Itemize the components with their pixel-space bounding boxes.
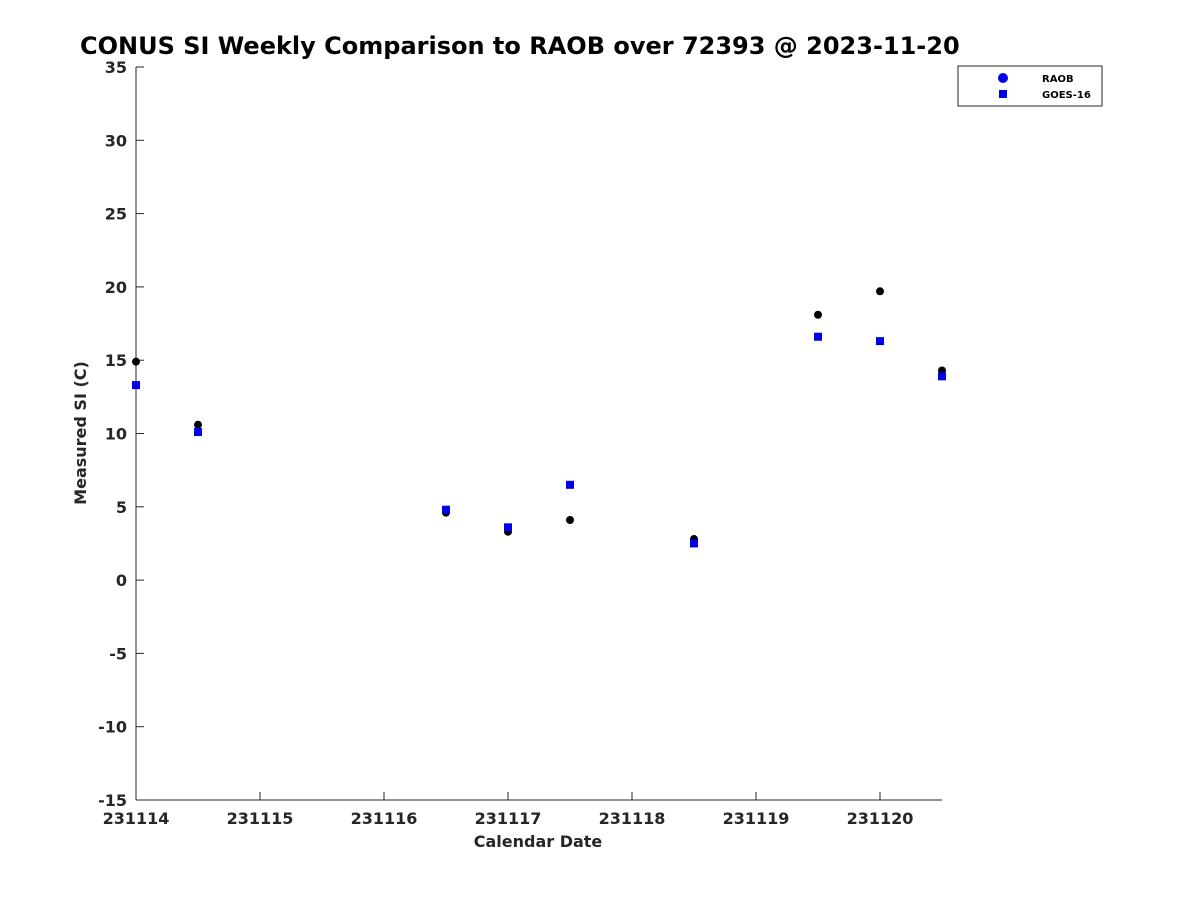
x-tick-label: 231114	[103, 809, 170, 828]
goes-16-point	[814, 332, 822, 341]
y-tick-label: 0	[116, 571, 127, 590]
series-goes-16	[132, 332, 946, 548]
x-tick-label: 231118	[599, 809, 666, 828]
y-axis-ticks: 35 30 25 20 15 10 5 0 -5 -10 -15	[98, 58, 144, 810]
raob-point	[814, 310, 822, 319]
raob-point	[566, 515, 574, 524]
raob-point	[132, 357, 140, 366]
goes-16-point	[442, 505, 450, 514]
axes	[135, 67, 942, 801]
legend-label: RAOB	[1042, 74, 1074, 85]
y-tick-label: 15	[105, 351, 127, 370]
y-tick-label: 5	[116, 498, 127, 517]
goes-16-point	[132, 381, 140, 390]
raob-point	[194, 420, 202, 429]
y-tick-label: 20	[105, 278, 127, 297]
y-tick-label: 10	[105, 425, 127, 444]
legend: RAOB GOES-16	[957, 65, 1103, 107]
legend-marker-goes-16	[999, 90, 1007, 98]
x-tick-label: 231115	[227, 809, 294, 828]
x-tick-label: 231120	[847, 809, 914, 828]
goes-16-point	[690, 539, 698, 548]
series-raob	[132, 287, 946, 544]
x-tick-label: 231117	[475, 809, 542, 828]
x-axis-ticks: 231114 231115 231116 231117 231118 231119 2311…	[103, 792, 914, 828]
data-points	[132, 287, 946, 548]
y-tick-label: 35	[105, 58, 127, 77]
goes-16-point	[876, 337, 884, 346]
chart-title: CONUS SI Weekly Comparison to RAOB over …	[80, 32, 960, 60]
goes-16-point	[504, 523, 512, 532]
y-tick-label: -10	[98, 718, 127, 737]
goes-16-point	[938, 372, 946, 381]
x-axis-title: Calendar Date	[474, 832, 603, 851]
goes-16-point	[194, 428, 202, 437]
x-tick-label: 231119	[723, 809, 790, 828]
y-tick-label: -15	[98, 791, 127, 810]
legend-box	[957, 65, 1103, 107]
raob-point	[876, 287, 884, 296]
goes-16-point	[566, 480, 574, 489]
y-tick-label: 30	[105, 131, 127, 150]
y-tick-label: 25	[105, 205, 127, 224]
x-tick-label: 231116	[351, 809, 418, 828]
y-tick-label: -5	[109, 644, 127, 663]
legend-marker-raob	[998, 73, 1008, 83]
legend-label: GOES-16	[1042, 90, 1091, 101]
y-axis-title: Measured SI (C)	[71, 361, 90, 505]
